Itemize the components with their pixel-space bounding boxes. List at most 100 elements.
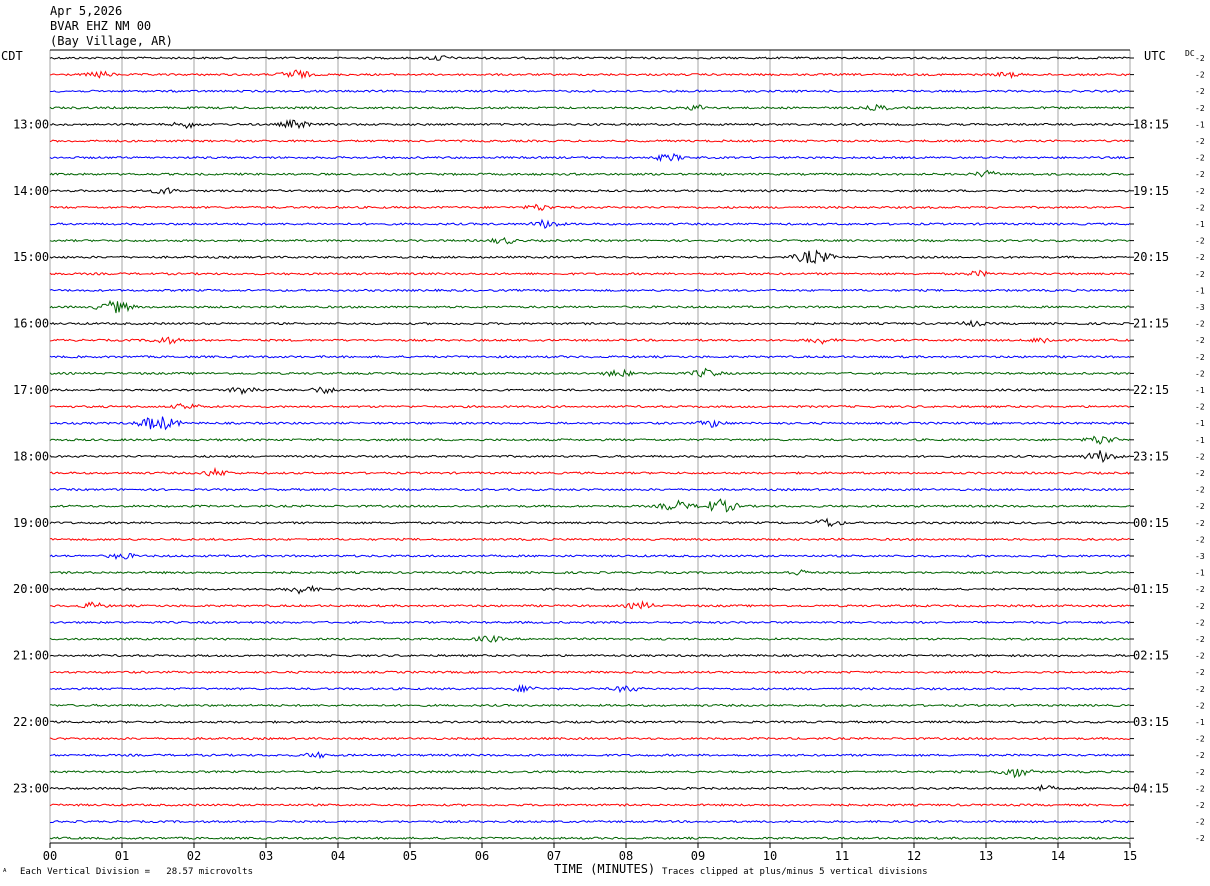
seismic-trace (49, 249, 1131, 265)
seismic-trace (49, 288, 1131, 293)
dc-offset-value: -2 (1195, 502, 1205, 511)
dc-offset-value: -1 (1195, 569, 1205, 578)
dc-offset-value: -2 (1195, 369, 1205, 378)
dc-offset-value: -2 (1195, 336, 1205, 345)
dc-offset-value: -2 (1195, 834, 1205, 843)
seismic-trace (49, 783, 1131, 792)
dc-offset-value: -2 (1195, 187, 1205, 196)
left-hour-label: 15:00 (13, 250, 49, 264)
seismic-trace (49, 498, 1131, 513)
dc-offset-value: -2 (1195, 452, 1205, 461)
seismic-trace (49, 319, 1131, 327)
dc-offset-value: -2 (1195, 203, 1205, 212)
x-tick-label: 02 (187, 849, 201, 863)
right-hour-label: 03:15 (1133, 715, 1169, 729)
seismic-trace (49, 653, 1131, 658)
dc-offset-value: -2 (1195, 270, 1205, 279)
dc-offset-value: -2 (1195, 801, 1205, 810)
right-hour-label: 01:15 (1133, 582, 1169, 596)
dc-offset-value: -1 (1195, 436, 1205, 445)
seismic-trace (49, 416, 1131, 431)
left-hour-label: 19:00 (13, 516, 49, 530)
seismic-trace (49, 299, 1131, 314)
right-hour-label: 18:15 (1133, 117, 1169, 131)
dc-offset-value: -2 (1195, 519, 1205, 528)
x-tick-label: 07 (547, 849, 561, 863)
dc-offset-value: -2 (1195, 137, 1205, 146)
x-axis-title: TIME (MINUTES) (554, 862, 656, 876)
seismic-trace (49, 537, 1131, 542)
left-hour-label: 16:00 (13, 317, 49, 331)
dc-offset-value: -2 (1195, 701, 1205, 710)
seismic-trace (49, 620, 1131, 625)
right-hour-label: 22:15 (1133, 383, 1169, 397)
station-location: (Bay Village, AR) (50, 34, 173, 48)
seismic-trace (49, 187, 1131, 195)
seismic-trace (49, 386, 1131, 396)
dc-offset-value: -2 (1195, 685, 1205, 694)
seismic-trace (49, 269, 1131, 278)
seismic-trace (49, 720, 1131, 724)
x-tick-label: 05 (403, 849, 417, 863)
seismic-trace (49, 403, 1131, 410)
dc-offset-header: DC (1185, 49, 1195, 58)
station-code: BVAR EHZ NM 00 (50, 19, 152, 33)
dc-offset-value: -2 (1195, 486, 1205, 495)
seismic-trace (49, 218, 1131, 229)
dc-offset-value: -2 (1195, 602, 1205, 611)
right-hour-label: 19:15 (1133, 184, 1169, 198)
left-hour-label: 23:00 (13, 781, 49, 795)
dc-offset-value: -2 (1195, 535, 1205, 544)
dc-offset-value: -2 (1195, 751, 1205, 760)
left-hour-label: 18:00 (13, 449, 49, 463)
right-timezone-label: UTC (1144, 49, 1166, 63)
right-hour-label: 02:15 (1133, 649, 1169, 663)
seismic-trace (49, 103, 1131, 111)
dc-offset-value: -3 (1195, 552, 1205, 561)
clip-note: Traces clipped at plus/minus 5 vertical … (662, 867, 928, 877)
seismic-trace (49, 367, 1131, 378)
seismic-trace (49, 89, 1131, 93)
x-tick-label: 10 (763, 849, 777, 863)
seismic-trace (49, 634, 1131, 643)
x-tick-label: 06 (475, 849, 489, 863)
seismic-trace (49, 836, 1131, 841)
dc-offset-value: -2 (1195, 87, 1205, 96)
x-tick-label: 14 (1051, 849, 1065, 863)
seismic-trace (49, 355, 1131, 359)
seismic-trace (49, 553, 1131, 561)
dc-offset-value: -1 (1195, 718, 1205, 727)
seismic-trace (49, 736, 1131, 741)
seismic-trace (49, 683, 1131, 694)
dc-offset-value: -1 (1195, 386, 1205, 395)
seismic-trace (49, 450, 1131, 463)
seismic-trace (50, 600, 1131, 610)
seismic-trace (49, 54, 1131, 61)
dc-offset-value: -2 (1195, 353, 1205, 362)
seismic-trace (49, 336, 1131, 345)
right-hour-label: 23:15 (1133, 449, 1169, 463)
dc-offset-value: -2 (1195, 170, 1205, 179)
x-tick-label: 03 (259, 849, 273, 863)
left-hour-label: 21:00 (13, 649, 49, 663)
seismic-trace (49, 139, 1131, 143)
dc-offset-value: -2 (1195, 735, 1205, 744)
seismic-trace (49, 517, 1131, 528)
x-tick-label: 11 (835, 849, 849, 863)
seismic-trace (49, 466, 1131, 477)
right-hour-label: 21:15 (1133, 317, 1169, 331)
x-tick-label: 01 (115, 849, 129, 863)
left-hour-label: 14:00 (13, 184, 49, 198)
x-tick-label: 15 (1123, 849, 1137, 863)
dc-offset-value: -1 (1195, 419, 1205, 428)
x-tick-label: 13 (979, 849, 993, 863)
dc-offset-value: -2 (1195, 635, 1205, 644)
plot-date: Apr 5,2026 (50, 4, 123, 18)
right-hour-label: 04:15 (1133, 781, 1169, 795)
seismic-trace (49, 584, 1131, 595)
left-hour-label: 20:00 (13, 582, 49, 596)
seismic-trace (49, 152, 1131, 163)
seismic-trace (49, 803, 1131, 807)
x-tick-label: 08 (619, 849, 633, 863)
dc-offset-value: -1 (1195, 120, 1205, 129)
